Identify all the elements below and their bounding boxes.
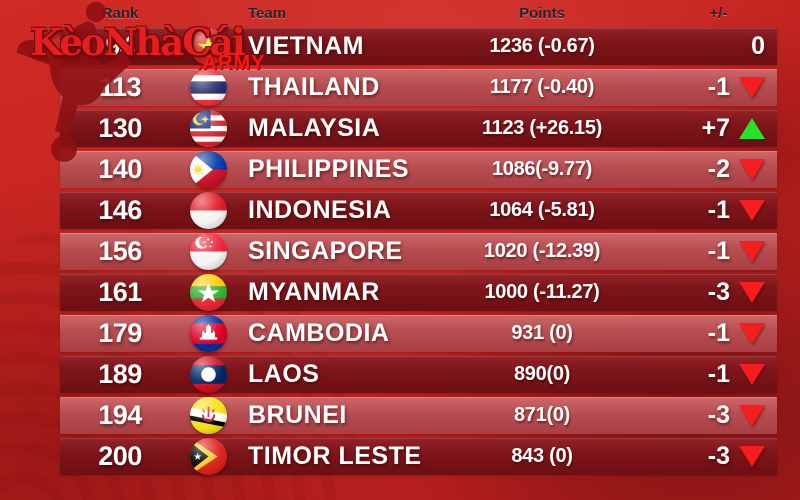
flag-laos-icon <box>189 356 227 393</box>
team-name: BRUNEI <box>248 401 347 429</box>
rank-cell: 156 <box>98 236 142 266</box>
rank-cell: 140 <box>98 154 142 184</box>
change-cell: -1 <box>642 73 777 102</box>
table-row: 161 MYANMAR 1000 (-11.27) -3 <box>60 274 777 311</box>
flag-timor-leste-icon <box>189 438 227 475</box>
points-cell: 890(0) <box>513 363 570 385</box>
table-row: 200 TIMOR LESTE 843 (0) -3 <box>60 438 777 475</box>
team-name: TIMOR LESTE <box>248 442 422 470</box>
table-row: 140 PHILIPPINES 1086(-9.77) -2 <box>60 151 777 188</box>
header-change: +/- <box>709 5 728 22</box>
trend-down-icon <box>739 405 765 426</box>
table-header-row: Rank Team Points +/- <box>60 0 777 27</box>
header-team: Team <box>248 5 287 22</box>
change-value: -1 <box>707 196 730 224</box>
team-name: INDONESIA <box>248 196 392 224</box>
trend-down-icon <box>739 446 765 467</box>
change-cell: -1 <box>642 237 777 266</box>
header-points: Points <box>519 5 565 22</box>
change-cell: -3 <box>642 278 777 307</box>
points-cell: 1123 (+26.15) <box>481 117 603 139</box>
table-row: 113 THAILAND 1177 (-0.40) -1 <box>60 69 777 106</box>
trend-down-icon <box>739 200 765 221</box>
team-name: MYANMAR <box>248 278 380 306</box>
trend-down-icon <box>739 77 765 98</box>
flag-malaysia-icon <box>189 110 227 147</box>
team-name: LAOS <box>248 360 320 388</box>
change-value: -3 <box>707 401 730 429</box>
change-cell: -3 <box>642 401 777 430</box>
rank-cell: 94 <box>105 31 135 61</box>
team-name: MALAYSIA <box>248 114 381 142</box>
change-value: -1 <box>707 360 730 388</box>
rank-cell: 113 <box>98 72 142 102</box>
team-name: SINGAPORE <box>248 237 403 265</box>
trend-down-icon <box>739 364 765 385</box>
change-cell: -1 <box>642 360 777 389</box>
rank-cell: 130 <box>98 113 142 143</box>
rank-cell: 146 <box>98 195 142 225</box>
change-cell: +7 <box>642 114 777 143</box>
flag-vietnam-icon <box>189 28 227 65</box>
team-name: PHILIPPINES <box>248 155 410 183</box>
rank-cell: 200 <box>98 441 142 471</box>
trend-down-icon <box>739 159 765 180</box>
team-name: VIETNAM <box>248 32 364 60</box>
trend-down-icon <box>739 241 765 262</box>
rank-cell: 194 <box>98 400 142 430</box>
change-cell: -1 <box>642 319 777 348</box>
points-cell: 1086(-9.77) <box>491 158 593 180</box>
change-value: 0 <box>751 32 765 60</box>
change-cell: -1 <box>642 196 777 225</box>
points-cell: 1020 (-12.39) <box>483 240 601 262</box>
table-row: 179 CAMBODIA 931 (0) -1 <box>60 315 777 352</box>
change-value: -1 <box>707 237 730 265</box>
change-value: -3 <box>707 278 730 306</box>
flag-philippines-icon <box>189 151 227 188</box>
table-row: 130 MALAYSIA 1123 (+26.15) +7 <box>60 110 777 147</box>
rank-cell: 161 <box>98 277 142 307</box>
header-rank: Rank <box>101 5 139 22</box>
points-cell: 843 (0) <box>511 445 573 467</box>
flag-thailand-icon <box>189 69 227 106</box>
trend-down-icon <box>739 323 765 344</box>
rank-cell: 179 <box>98 318 142 348</box>
table-row: 94 VIETNAM 1236 (-0.67) 0 <box>60 28 777 65</box>
ranking-table: Rank Team Points +/- 94 VIETNAM 1236 (-0… <box>60 0 777 479</box>
table-row: 146 INDONESIA 1064 (-5.81) -1 <box>60 192 777 229</box>
change-cell: -2 <box>642 155 777 184</box>
points-cell: 931 (0) <box>511 322 573 344</box>
points-cell: 1236 (-0.67) <box>489 35 595 57</box>
change-value: -2 <box>707 155 730 183</box>
flag-brunei-icon <box>189 397 227 434</box>
team-name: CAMBODIA <box>248 319 390 347</box>
points-cell: 1000 (-11.27) <box>484 281 600 303</box>
rank-cell: 189 <box>98 359 142 389</box>
table-row: 156 SINGAPORE 1020 (-12.39) -1 <box>60 233 777 270</box>
team-name: THAILAND <box>248 73 380 101</box>
table-body: 94 VIETNAM 1236 (-0.67) 0 113 THAILAND 1… <box>60 28 777 475</box>
flag-myanmar-icon <box>189 274 227 311</box>
flag-cambodia-icon <box>189 315 227 352</box>
change-value: -3 <box>707 442 730 470</box>
change-cell: -3 <box>642 442 777 471</box>
points-cell: 1064 (-5.81) <box>489 199 595 221</box>
flag-singapore-icon <box>189 233 227 270</box>
table-row: 189 LAOS 890(0) -1 <box>60 356 777 393</box>
trend-up-icon <box>739 118 765 139</box>
points-cell: 1177 (-0.40) <box>489 76 595 98</box>
table-row: 194 BRUNEI 871(0) -3 <box>60 397 777 434</box>
change-cell: 0 <box>642 32 777 61</box>
flag-indonesia-icon <box>189 192 227 229</box>
trend-down-icon <box>739 282 765 303</box>
change-value: -1 <box>707 73 730 101</box>
points-cell: 871(0) <box>513 404 570 426</box>
change-value: +7 <box>701 114 730 142</box>
change-value: -1 <box>707 319 730 347</box>
